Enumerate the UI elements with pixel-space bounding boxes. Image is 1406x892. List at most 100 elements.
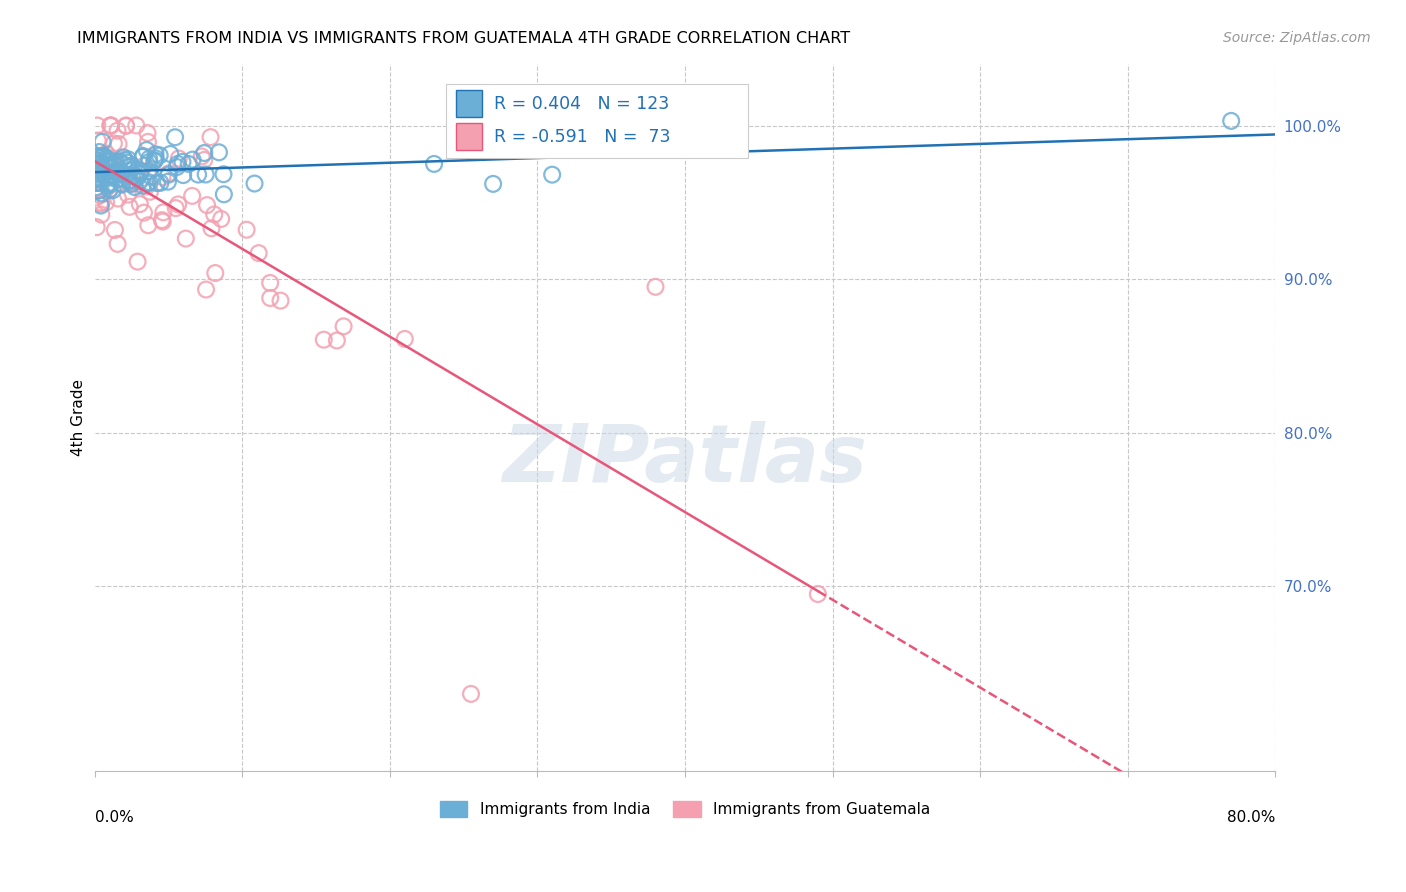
- Point: [87, 134, 110, 148]
- Point: [117, 187, 139, 202]
- Point: [84, 163, 107, 178]
- Point: [96, 195, 118, 210]
- Point: [111, 178, 134, 192]
- Point: [125, 119, 148, 133]
- Point: [89, 163, 111, 178]
- Point: [100, 119, 122, 133]
- Point: [132, 159, 155, 173]
- Point: [259, 291, 281, 305]
- Point: [644, 280, 666, 294]
- Point: [124, 180, 146, 194]
- Point: [86, 176, 108, 190]
- Point: [177, 157, 200, 171]
- Point: [84, 190, 107, 204]
- Point: [107, 236, 129, 251]
- Point: [128, 162, 150, 177]
- Point: [152, 205, 174, 219]
- Point: [129, 165, 152, 179]
- Point: [259, 276, 281, 290]
- Point: [98, 169, 121, 183]
- Point: [115, 119, 138, 133]
- Point: [118, 200, 141, 214]
- Point: [212, 187, 235, 202]
- Point: [1220, 114, 1243, 128]
- Point: [138, 155, 160, 169]
- Point: [94, 158, 117, 172]
- Point: [94, 164, 117, 178]
- Point: [152, 170, 174, 185]
- Point: [152, 214, 174, 228]
- Point: [100, 161, 122, 175]
- Point: [132, 178, 155, 193]
- Point: [174, 231, 197, 245]
- Point: [121, 177, 143, 191]
- Point: [166, 157, 188, 171]
- Point: [121, 158, 143, 172]
- Point: [138, 164, 160, 178]
- Point: [86, 151, 108, 165]
- Point: [96, 160, 118, 174]
- Point: [110, 171, 132, 186]
- Point: [89, 183, 111, 197]
- Point: [94, 168, 117, 182]
- Point: [98, 182, 121, 196]
- Point: [165, 201, 187, 215]
- Point: [91, 186, 114, 201]
- Point: [460, 687, 482, 701]
- Point: [132, 205, 155, 219]
- Point: [187, 168, 209, 182]
- Point: [96, 158, 118, 172]
- Point: [84, 153, 107, 168]
- Point: [204, 266, 226, 280]
- Point: [87, 165, 110, 179]
- Point: [117, 169, 139, 183]
- Point: [394, 332, 416, 346]
- Point: [181, 153, 204, 167]
- Point: [172, 155, 194, 169]
- Point: [87, 154, 110, 169]
- Point: [104, 223, 127, 237]
- Point: [121, 169, 143, 184]
- Point: [118, 177, 141, 191]
- Point: [89, 196, 111, 211]
- Point: [136, 135, 159, 149]
- Point: [98, 153, 121, 167]
- Point: [156, 175, 179, 189]
- Point: [90, 198, 112, 212]
- Point: [129, 167, 152, 181]
- Point: [86, 164, 108, 178]
- Point: [132, 149, 155, 163]
- Point: [90, 195, 112, 210]
- Point: [101, 160, 124, 174]
- Point: [138, 176, 160, 190]
- Point: [807, 587, 830, 601]
- Point: [127, 254, 149, 268]
- Point: [195, 283, 218, 297]
- Point: [86, 220, 108, 235]
- Point: [97, 155, 120, 169]
- Point: [120, 163, 142, 178]
- Point: [97, 177, 120, 191]
- Point: [270, 293, 292, 308]
- Point: [98, 168, 121, 182]
- Point: [132, 150, 155, 164]
- Point: [97, 178, 120, 193]
- Point: [200, 221, 222, 235]
- Point: [165, 130, 187, 145]
- Point: [84, 170, 107, 185]
- Point: [100, 177, 122, 191]
- Point: [96, 151, 118, 165]
- Point: [105, 172, 128, 186]
- Point: [89, 166, 111, 180]
- Point: [98, 183, 121, 197]
- Point: [91, 135, 114, 149]
- Point: [110, 165, 132, 179]
- Point: [111, 167, 134, 181]
- Point: [107, 164, 129, 178]
- Point: [89, 145, 111, 159]
- Point: [136, 219, 159, 233]
- Point: [96, 153, 118, 167]
- Point: [86, 170, 108, 185]
- Point: [84, 172, 107, 186]
- Point: [145, 151, 167, 165]
